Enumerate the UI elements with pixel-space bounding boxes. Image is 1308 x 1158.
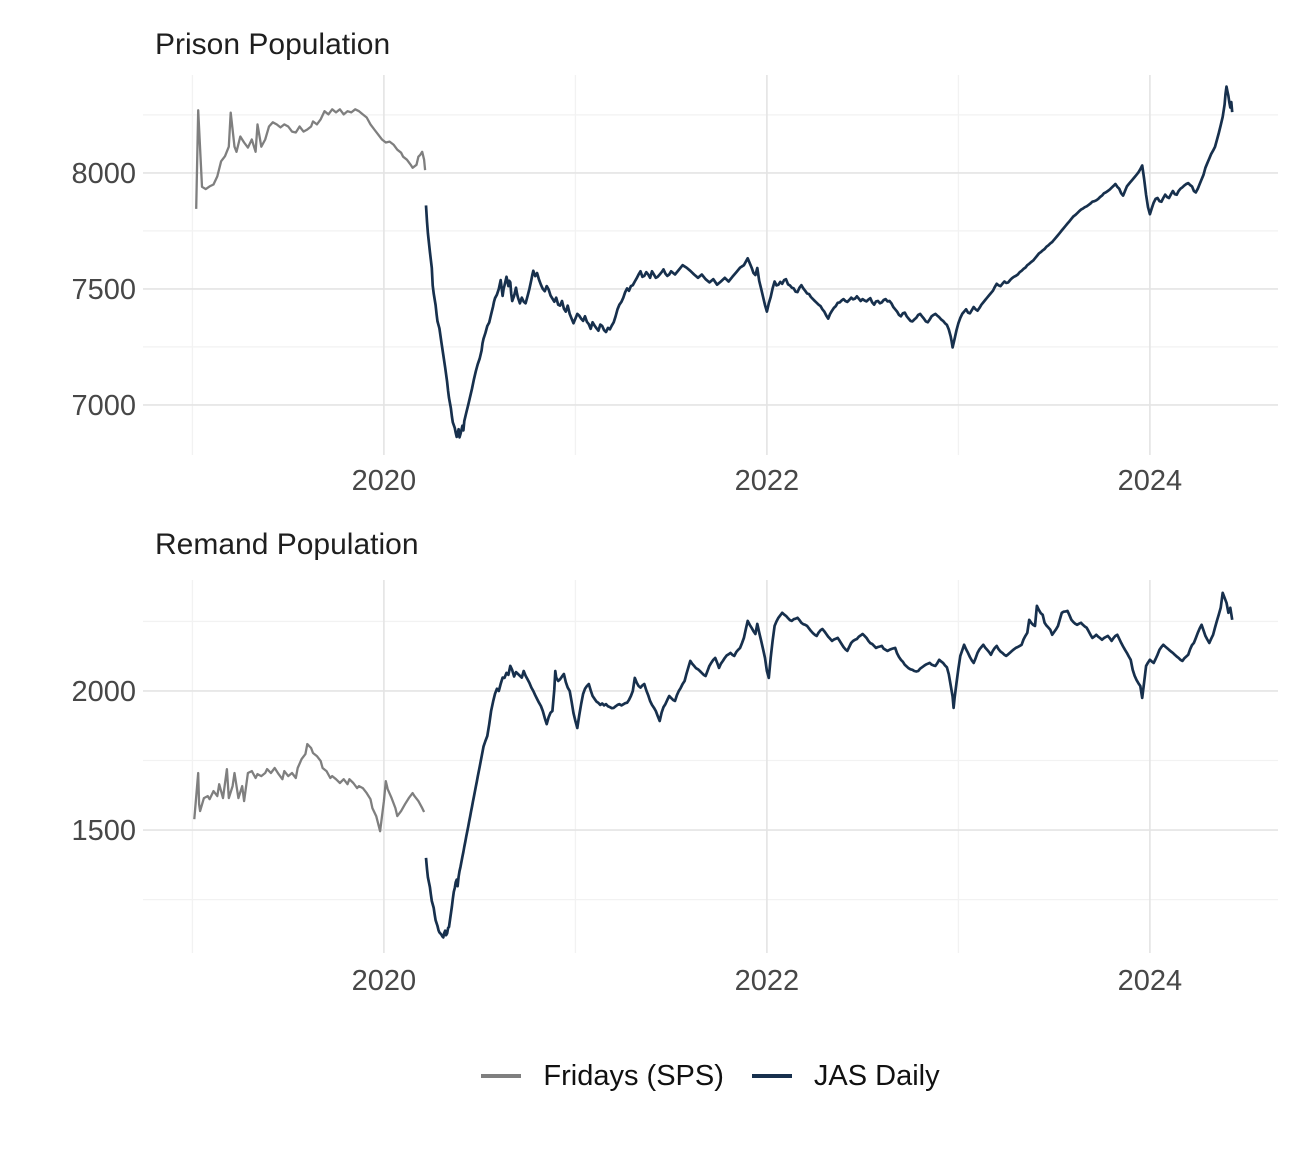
legend-item-fridays: Fridays (SPS) xyxy=(481,1059,724,1093)
legend-key-line-jas xyxy=(751,1074,792,1078)
x-axis-tick-label: 2020 xyxy=(352,465,417,497)
legend-label-jas: JAS Daily xyxy=(813,1059,940,1092)
y-axis-tick-label: 1500 xyxy=(71,815,136,847)
y-axis-tick-label: 7000 xyxy=(71,390,136,422)
x-axis-tick-label: 2020 xyxy=(352,965,417,997)
x-axis-tick-label: 2022 xyxy=(735,465,800,497)
x-axis-tick-label: 2024 xyxy=(1118,465,1183,497)
legend: Fridays (SPS) JAS Daily xyxy=(143,1056,1278,1096)
chart-title-remand-population: Remand Population xyxy=(155,528,419,561)
x-axis-tick-label: 2022 xyxy=(735,965,800,997)
y-axis-tick-label: 7500 xyxy=(71,274,136,306)
chart-title-prison-population: Prison Population xyxy=(155,28,391,61)
legend-label-fridays: Fridays (SPS) xyxy=(543,1059,724,1092)
legend-key-line-fridays xyxy=(481,1074,522,1078)
x-axis-tick-label: 2024 xyxy=(1118,965,1183,997)
y-axis-tick-label: 8000 xyxy=(71,158,136,190)
legend-item-jas: JAS Daily xyxy=(751,1059,940,1093)
series-line-fridays-sps xyxy=(193,742,426,833)
series-line-jas-daily xyxy=(424,85,1234,439)
series-line-jas-daily xyxy=(424,591,1234,939)
y-axis-tick-label: 2000 xyxy=(71,676,136,708)
series-line-fridays-sps xyxy=(195,108,427,209)
